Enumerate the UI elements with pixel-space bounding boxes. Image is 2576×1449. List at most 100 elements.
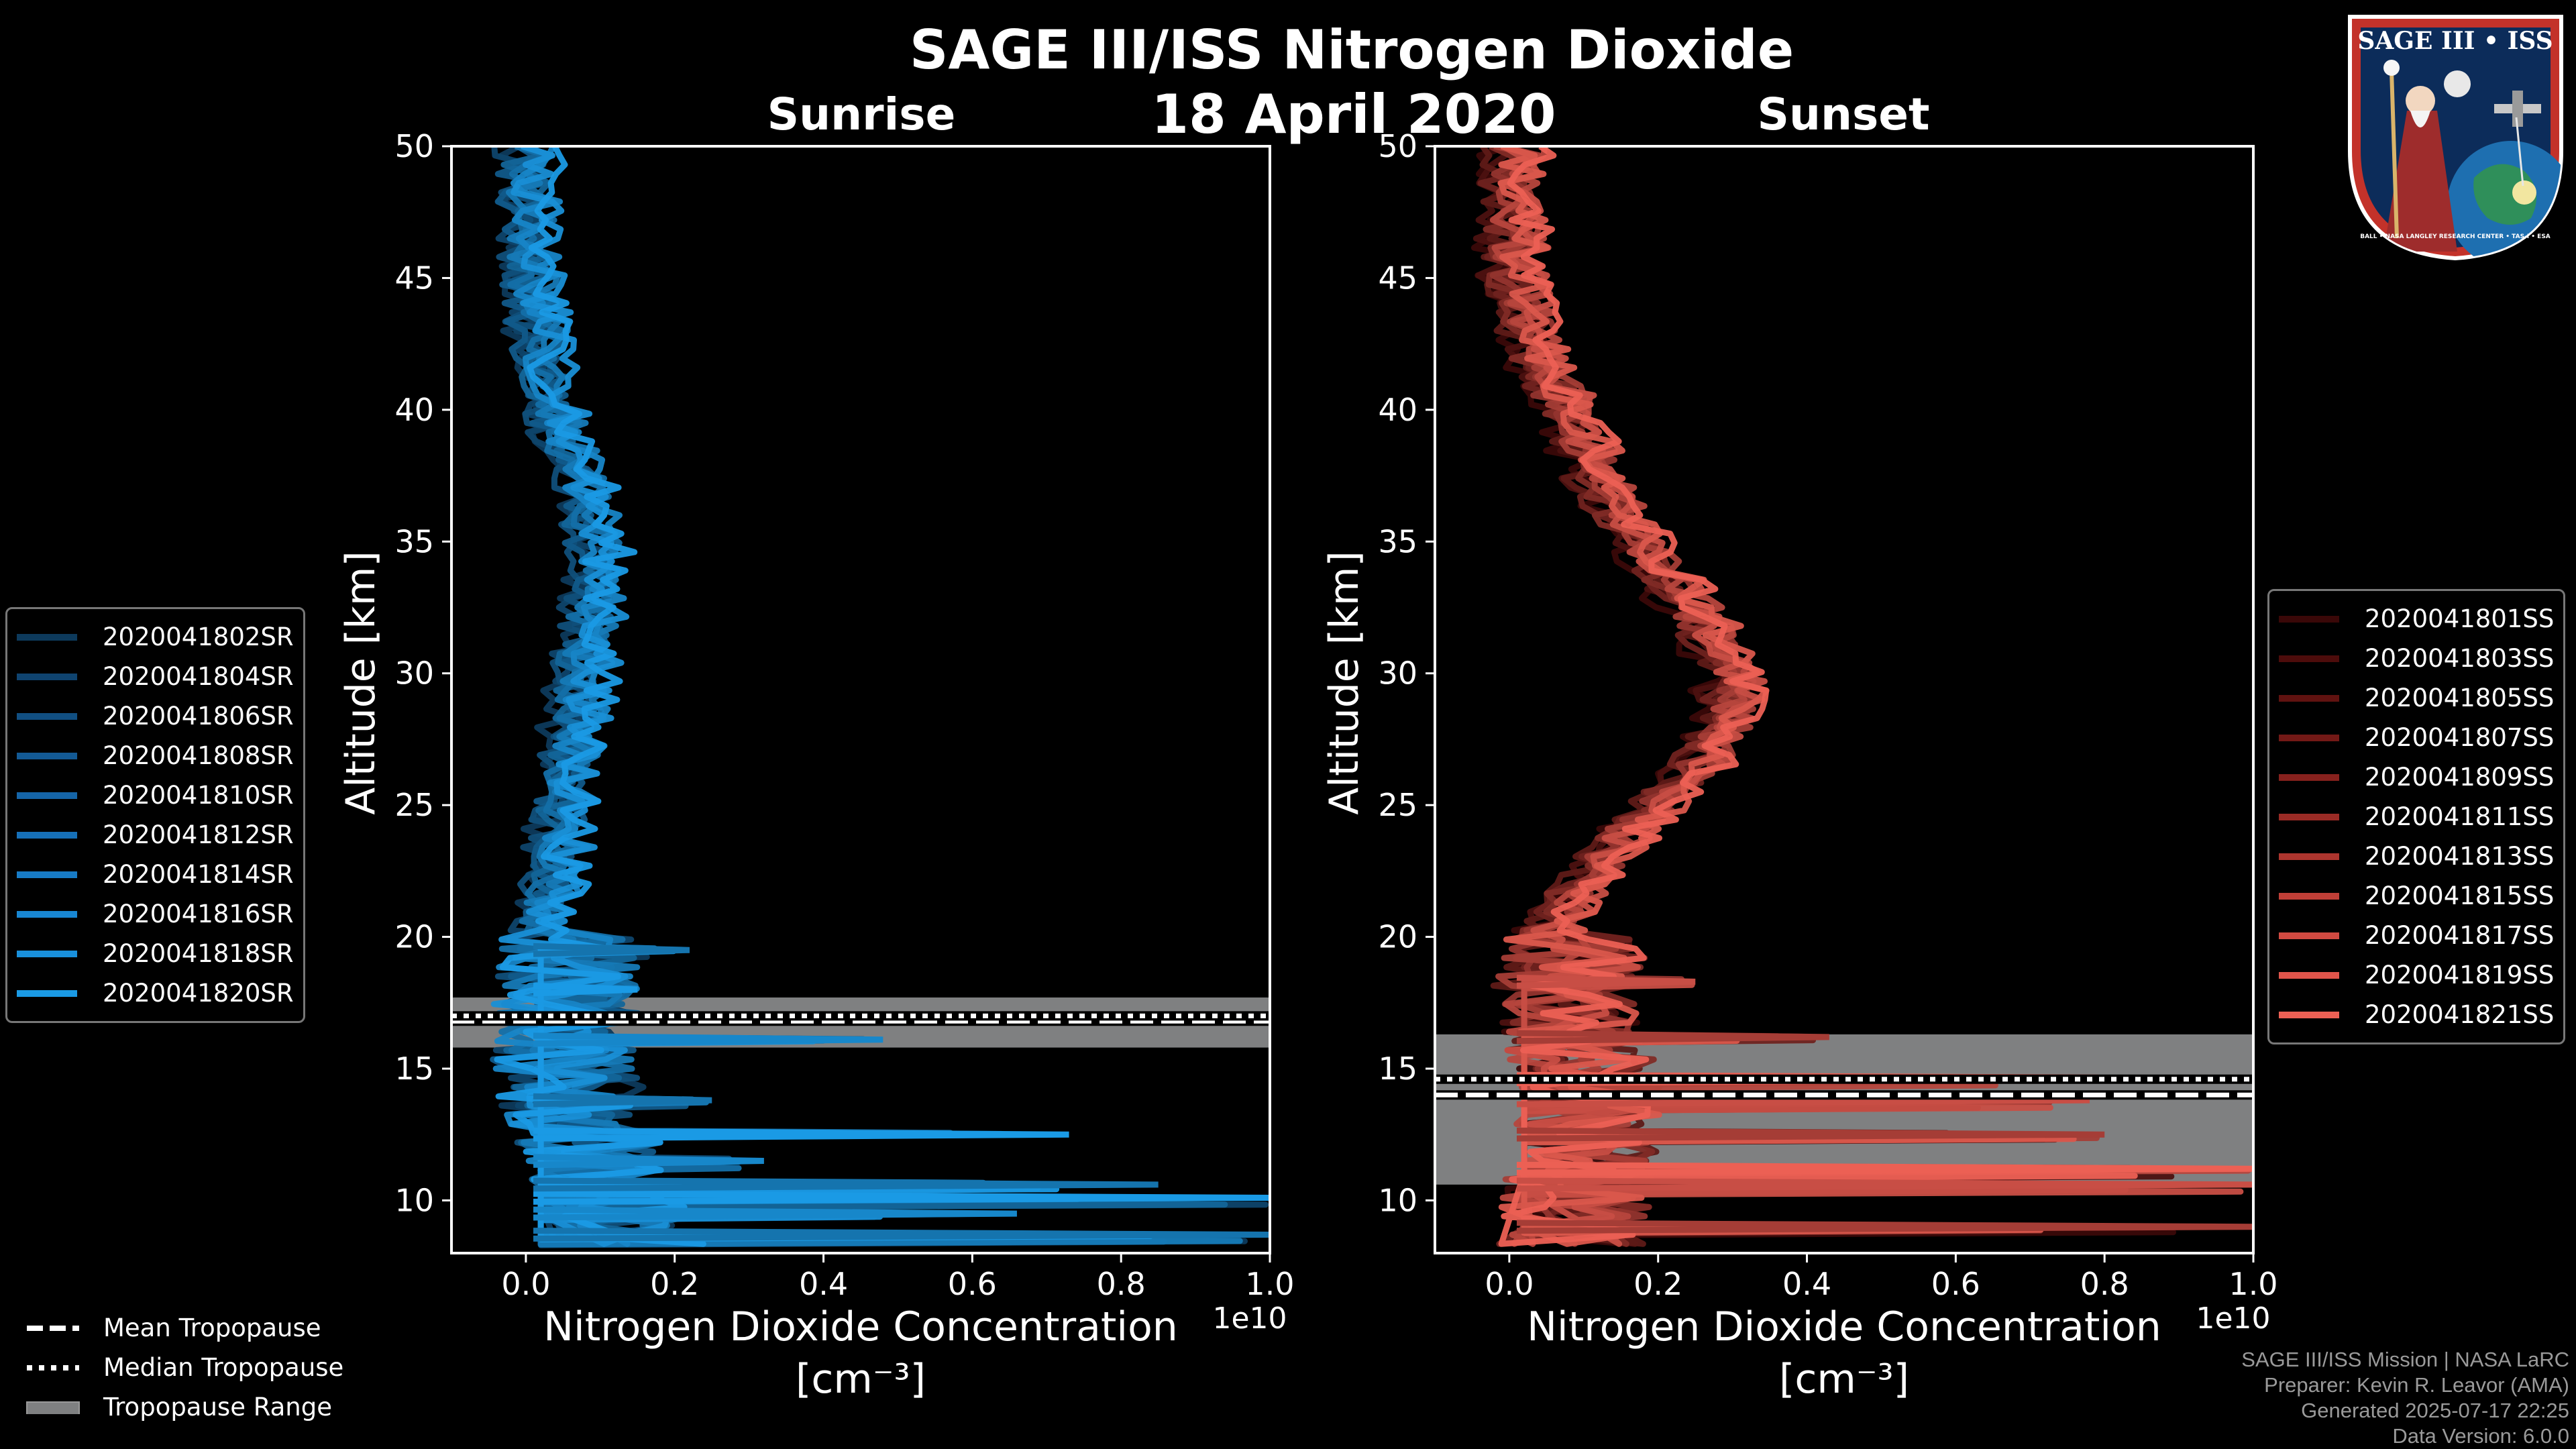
badge-title: SAGE III • ISS <box>2357 27 2553 55</box>
sunrise-y-tick-label: 45 <box>394 260 434 296</box>
sunset-legend-label: 2020041819SS <box>2365 961 2555 989</box>
sunset-legend-swatch <box>2279 615 2339 623</box>
sunrise-legend-label: 2020041814SR <box>103 860 294 889</box>
sunset-panel-title: Sunset <box>1757 89 1930 140</box>
sunrise-x-scale-label: 1e10 <box>1212 1301 1287 1336</box>
sunrise-legend-item: 2020041816SR <box>17 894 294 934</box>
sunrise-x-tick-label: 0.6 <box>948 1266 997 1302</box>
sunset-x-tick-label: 0.0 <box>1485 1266 1534 1302</box>
sunrise-peak-line <box>533 982 638 997</box>
sunrise-series-group <box>490 146 1270 1248</box>
sunrise-x-tick-label: 0.2 <box>650 1266 699 1302</box>
sunset-legend-item: 2020041807SS <box>2279 718 2554 757</box>
sunrise-legend-label: 2020041816SR <box>103 900 294 928</box>
sunrise-y-tick-label: 25 <box>394 787 434 823</box>
sunset-peak-line <box>1516 974 1696 989</box>
badge-ring-text: BALL • NASA LANGLEY RESEARCH CENTER • TA… <box>2360 233 2551 240</box>
sunrise-peak-line <box>533 1177 1159 1192</box>
footer-line-preparer: Preparer: Kevin R. Leavor (AMA) <box>2264 1373 2569 1397</box>
sunset-x-tick-label: 0.4 <box>1782 1266 1831 1302</box>
median-tropopause-entry: Median Tropopause <box>25 1348 343 1387</box>
sunset-legend-swatch <box>2279 813 2339 820</box>
sunset-y-tick-label: 20 <box>1378 919 1417 955</box>
sunset-legend-item: 2020041813SS <box>2279 837 2554 876</box>
tropopause-range-label: Tropopause Range <box>103 1393 333 1421</box>
sunrise-legend-label: 2020041818SR <box>103 939 294 968</box>
sunrise-legend-item: 2020041818SR <box>17 934 294 973</box>
sunrise-legend: 2020041802SR 2020041804SR 2020041806SR 2020… <box>5 607 305 1023</box>
sunset-legend-swatch <box>2279 655 2339 662</box>
tropopause-legend: Mean Tropopause Median Tropopause Tropop… <box>25 1308 343 1427</box>
sunset-legend-item: 2020041819SS <box>2279 955 2554 995</box>
sage-iii-iss-badge-logo: SAGE III • ISS BALL • NASA LANGLEY RESEA… <box>2348 15 2563 261</box>
sunset-y-tick-label: 10 <box>1378 1182 1417 1218</box>
sunset-x-axis-unit: [cm⁻³] <box>1779 1356 1909 1403</box>
sunset-legend-swatch <box>2279 932 2339 939</box>
sunrise-peak-line <box>533 943 690 957</box>
sunrise-plot: 0.0 0.2 0.4 0.6 0.8 1.0 10 15 20 25 30 35 40 45 50 1e10… <box>337 128 1295 1403</box>
sunrise-legend-label: 2020041812SR <box>103 820 294 849</box>
sunset-series-group <box>1470 146 2253 1247</box>
sunrise-legend-swatch <box>17 989 77 997</box>
sunrise-peak-line <box>533 1228 1270 1242</box>
sunset-peak-line <box>1516 1127 2105 1142</box>
sunset-legend-item: 2020041803SS <box>2279 639 2554 678</box>
sunrise-legend-swatch <box>17 752 77 759</box>
sunset-legend-label: 2020041817SS <box>2365 921 2555 950</box>
sunset-x-tick-label: 0.8 <box>2080 1266 2129 1302</box>
sunset-series-line <box>1498 146 2138 1247</box>
sunrise-legend-label: 2020041804SR <box>103 662 294 691</box>
median-line-swatch <box>27 1364 79 1371</box>
sunrise-axes-frame <box>450 145 1271 1254</box>
sunrise-legend-label: 2020041808SR <box>103 741 294 770</box>
sunset-x-scale-label: 1e10 <box>2196 1301 2270 1336</box>
sunrise-legend-item: 2020041808SR <box>17 736 294 775</box>
sunrise-legend-swatch <box>17 950 77 957</box>
sunset-peak-line <box>1516 1220 2253 1234</box>
sunset-legend-swatch <box>2279 853 2339 860</box>
sunset-y-tick-label: 25 <box>1378 787 1417 823</box>
sunrise-x-tick-label: 1.0 <box>1245 1266 1294 1302</box>
sunrise-legend-swatch <box>17 673 77 680</box>
sunrise-y-axis-label: Altitude [km] <box>337 551 384 815</box>
sunset-legend-label: 2020041801SS <box>2365 604 2555 633</box>
sunset-legend-label: 2020041807SS <box>2365 723 2555 752</box>
sunset-x-axis-label: Nitrogen Dioxide Concentration <box>1527 1303 2161 1350</box>
sunset-legend-label: 2020041821SS <box>2365 1000 2555 1029</box>
sunrise-legend-swatch <box>17 910 77 918</box>
sunrise-legend-swatch <box>17 712 77 720</box>
sunrise-x-axis-unit: [cm⁻³] <box>796 1356 926 1403</box>
sunset-legend-label: 2020041809SS <box>2365 763 2555 792</box>
sunset-legend-label: 2020041805SS <box>2365 684 2555 712</box>
sunset-legend-swatch <box>2279 971 2339 979</box>
sunrise-legend-item: 2020041814SR <box>17 855 294 894</box>
sunset-plot: 0.0 0.2 0.4 0.6 0.8 1.0 10 15 20 25 30 35 40 45 50 1e10… <box>1321 128 2278 1403</box>
sunrise-y-tick-label: 50 <box>394 128 434 164</box>
sunrise-legend-label: 2020041810SR <box>103 781 294 810</box>
sunset-legend: 2020041801SS 2020041803SS 2020041805SS 2020… <box>2267 589 2566 1044</box>
sunset-legend-item: 2020041809SS <box>2279 757 2554 797</box>
sunrise-y-tick-label: 15 <box>394 1051 434 1087</box>
sunrise-legend-item: 2020041802SR <box>17 617 294 657</box>
sunrise-series-line <box>494 146 1154 1247</box>
sunrise-panel-title: Sunrise <box>767 89 956 140</box>
sunset-legend-swatch <box>2279 694 2339 702</box>
sunset-y-tick-label: 45 <box>1378 260 1417 296</box>
sunset-legend-swatch <box>2279 773 2339 781</box>
sunset-legend-swatch <box>2279 892 2339 900</box>
mean-line-swatch <box>27 1325 79 1331</box>
sunrise-peak-line <box>533 1127 1069 1142</box>
sunset-legend-label: 2020041803SS <box>2365 644 2555 673</box>
sunrise-x-tick-label: 0.0 <box>501 1266 550 1302</box>
sunrise-legend-item: 2020041810SR <box>17 775 294 815</box>
sunrise-peak-line <box>533 1093 712 1108</box>
sunset-y-tick-label: 50 <box>1378 128 1417 164</box>
sunrise-legend-swatch <box>17 792 77 799</box>
sunrise-peak-line <box>533 1206 1017 1221</box>
sunset-legend-item: 2020041817SS <box>2279 916 2554 955</box>
sunset-legend-item: 2020041815SS <box>2279 876 2554 916</box>
sunset-peak-line <box>1516 1030 1829 1044</box>
sunrise-y-tick-label: 20 <box>394 919 434 955</box>
sunrise-legend-item: 2020041812SR <box>17 815 294 855</box>
